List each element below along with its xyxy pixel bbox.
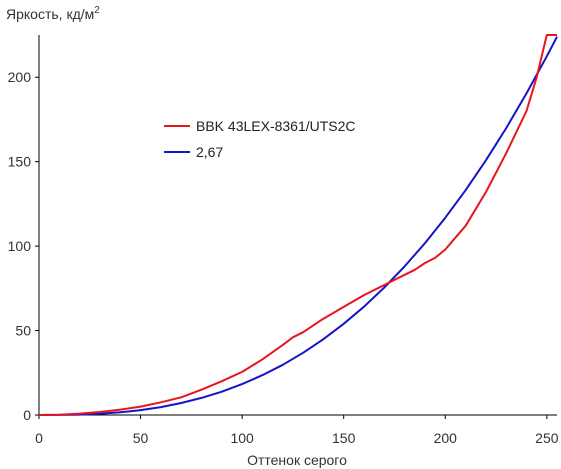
- y-axis-title: Яркость, кд/м2: [6, 5, 100, 22]
- x-tick-label: 200: [434, 430, 458, 446]
- x-ticks: 0 50 100 150 200 250: [35, 415, 559, 446]
- y-tick-label: 150: [8, 154, 32, 170]
- axes: [38, 35, 557, 416]
- x-tick-label: 250: [535, 430, 559, 446]
- y-tick-label: 0: [23, 407, 31, 423]
- series-line-bbk: [38, 34, 557, 416]
- y-ticks: 0 50 100 150 200: [8, 69, 39, 423]
- legend: BBK 43LEX-8361/UTS2C 2,67: [164, 118, 356, 160]
- y-axis-title-superscript: 2: [94, 5, 100, 16]
- x-tick-label: 50: [133, 430, 149, 446]
- series-layer: [38, 34, 558, 416]
- x-tick-label: 150: [332, 430, 356, 446]
- x-axis-title: Оттенок серого: [247, 452, 347, 468]
- legend-label-bbk: BBK 43LEX-8361/UTS2C: [196, 118, 356, 134]
- y-tick-label: 50: [15, 323, 31, 339]
- x-tick-label: 100: [230, 430, 254, 446]
- x-tick-label: 0: [35, 430, 43, 446]
- y-tick-label: 100: [8, 238, 32, 254]
- y-axis-title-text: Яркость, кд/м: [6, 6, 94, 22]
- legend-label-gamma: 2,67: [196, 144, 223, 160]
- y-tick-label: 200: [8, 69, 32, 85]
- series-line-gamma: [38, 36, 558, 416]
